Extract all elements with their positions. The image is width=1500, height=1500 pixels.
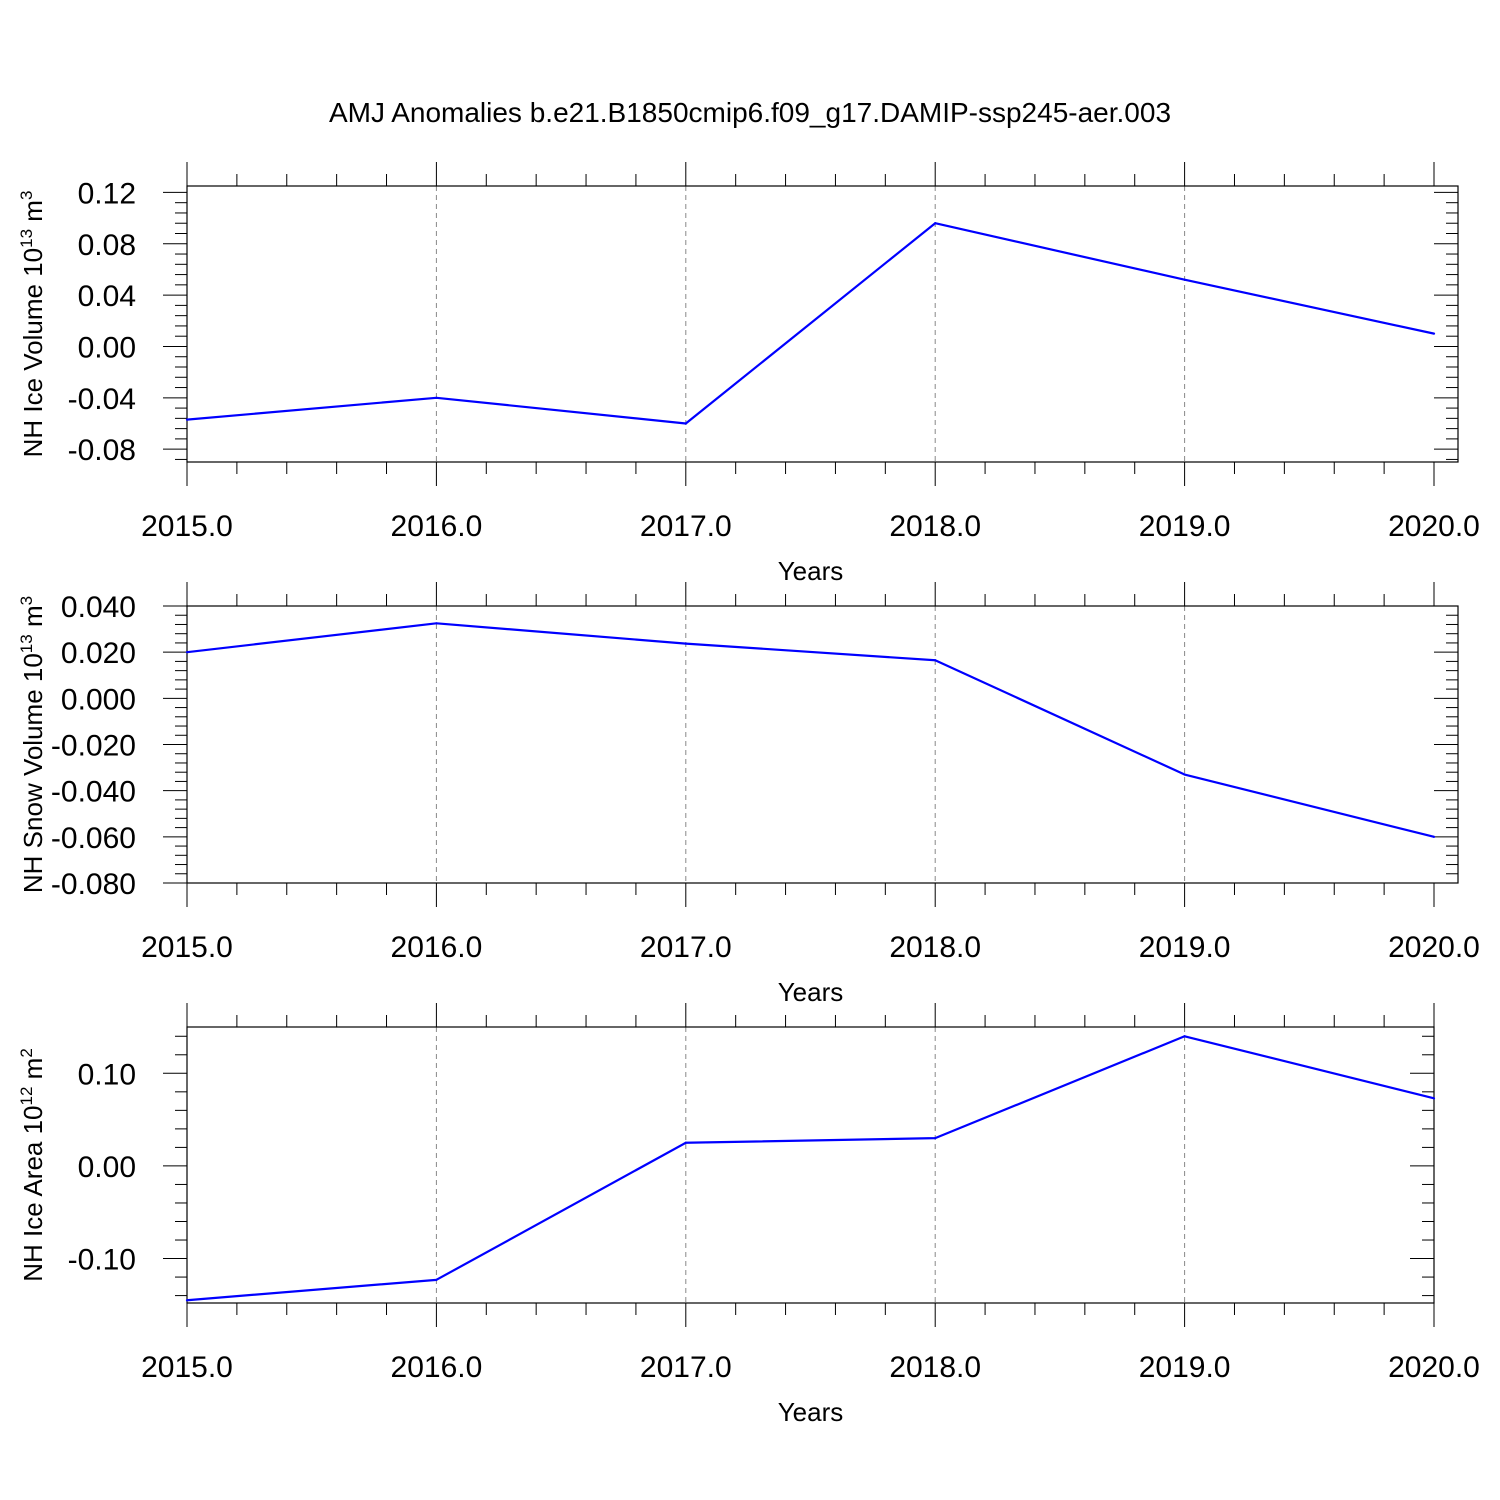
series-line [186,222,1435,425]
data-point [934,659,937,662]
data-point [435,396,438,399]
y-axis-title-exponent: 13 [17,634,36,653]
y-axis-title-base: NH Snow Volume 10 [18,653,48,893]
y-tick-label: -0.020 [51,730,136,763]
x-tick-label: 2015.0 [141,1351,233,1384]
y-tick-label: 0.10 [78,1058,136,1091]
x-tick-label: 2016.0 [391,1351,483,1384]
y-axis-title-unit-exponent: 3 [17,596,36,605]
y-tick-label: 0.08 [78,229,136,262]
data-point [185,1299,189,1302]
data-point [684,1141,687,1144]
chart-panel-3: 2015.0 2016.0 2017.0 2018.0 2019.0 2020.0 Year… [17,1003,1480,1427]
y-tick-label: 0.040 [61,591,136,624]
panels: 2015.0 2016.0 2017.0 2018.0 2019.0 2020.0 Year… [17,162,1480,1427]
chart-panel-1: 2015.0 2016.0 2017.0 2018.0 2019.0 2020.0 Year… [17,162,1480,586]
data-point [1432,332,1436,335]
y-axis-title-base: NH Ice Area 10 [18,1105,48,1281]
series-line [186,622,1435,838]
y-tick-label: 0.020 [61,637,136,670]
y-axis-title: NH Snow Volume 1013 m3 [17,596,48,893]
data-point [684,422,687,425]
y-axis-title: NH Ice Area 1012 m2 [17,1048,48,1282]
data-point [1183,773,1186,776]
y-tick-label: -0.08 [68,434,136,467]
data-point [185,651,189,654]
y-axis-title-unit: m [18,200,48,229]
y-tick-label: 0.000 [61,683,136,716]
data-point [684,642,687,645]
x-tick-label: 2018.0 [889,931,981,964]
x-tick-label: 2016.0 [391,931,483,964]
plot-frame [186,605,1459,884]
data-point [1432,1097,1436,1100]
data-point [934,222,937,225]
y-axis-title-exponent: 13 [17,229,36,248]
x-tick-label: 2016.0 [391,510,483,543]
x-tick-label: 2020.0 [1388,510,1480,543]
x-tick-label: 2019.0 [1139,931,1231,964]
x-tick-label: 2019.0 [1139,510,1231,543]
data-point [435,1278,438,1281]
data-point [185,418,189,421]
x-tick-label: 2020.0 [1388,1351,1480,1384]
y-tick-label: -0.04 [68,383,136,416]
data-point [1432,835,1436,838]
y-tick-label: 0.00 [78,331,136,364]
y-tick-label: 0.12 [78,177,136,210]
x-axis-title: Years [778,977,844,1007]
y-axis-title-unit-exponent: 2 [17,1048,36,1057]
x-tick-label: 2017.0 [640,1351,732,1384]
plot-frame [186,185,1459,463]
y-tick-label: -0.10 [68,1244,136,1277]
chart-panel-2: 2015.0 2016.0 2017.0 2018.0 2019.0 2020.0 Year… [17,582,1480,1007]
data-point [1183,1035,1186,1038]
figure-title: AMJ Anomalies b.e21.B1850cmip6.f09_g17.D… [329,97,1171,128]
y-axis-title-exponent: 12 [17,1087,36,1106]
y-axis-title-unit: m [18,605,48,634]
y-tick-label: 0.04 [78,280,136,313]
x-tick-label: 2017.0 [640,510,732,543]
y-axis-title-unit-exponent: 3 [17,191,36,200]
x-tick-label: 2017.0 [640,931,732,964]
x-tick-label: 2018.0 [889,510,981,543]
data-point [934,1137,937,1140]
y-axis-title-unit: m [18,1058,48,1087]
plot-frame [186,1026,1435,1304]
data-point [435,622,438,625]
y-tick-label: -0.040 [51,776,136,809]
x-tick-label: 2015.0 [141,510,233,543]
x-tick-label: 2015.0 [141,931,233,964]
y-tick-label: 0.00 [78,1151,136,1184]
y-axis-title-base: NH Ice Volume 10 [18,248,48,458]
y-tick-label: -0.080 [51,868,136,901]
x-axis-title: Years [778,556,844,586]
y-tick-label: -0.060 [51,822,136,855]
x-axis-title: Years [778,1397,844,1427]
data-point [1183,278,1186,281]
series-line [186,1035,1435,1302]
x-tick-label: 2020.0 [1388,931,1480,964]
x-tick-label: 2018.0 [889,1351,981,1384]
y-axis-title: NH Ice Volume 1013 m3 [17,191,48,458]
x-tick-label: 2019.0 [1139,1351,1231,1384]
